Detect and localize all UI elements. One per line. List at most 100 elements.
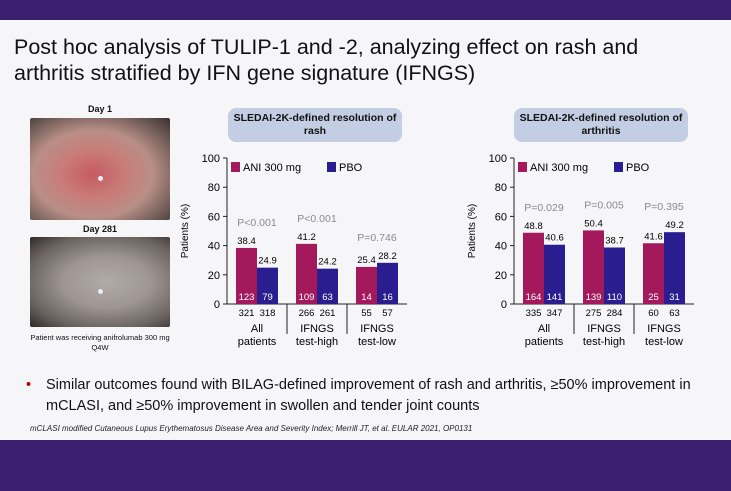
category-label: All xyxy=(538,323,550,335)
n-total-label: 60 xyxy=(648,308,659,319)
legend-label-ani: ANI 300 mg xyxy=(243,162,301,174)
category-label: patients xyxy=(238,336,277,348)
bar-responders-label: 110 xyxy=(607,292,622,303)
n-total-label: 261 xyxy=(320,308,336,319)
y-tick-label: 100 xyxy=(202,153,220,165)
y-tick-label: 20 xyxy=(495,270,507,282)
slide-background xyxy=(0,20,731,440)
p-value-label: P=0.746 xyxy=(357,232,397,244)
legend-swatch-ani xyxy=(518,162,527,172)
bottom-banner xyxy=(0,440,731,491)
category-label: IFNGS xyxy=(360,323,394,335)
chart2-title: SLEDAI-2K-defined resolution of arthriti… xyxy=(519,112,683,137)
category-label: test-high xyxy=(296,336,338,348)
n-total-label: 57 xyxy=(382,308,393,319)
bar-pbo xyxy=(377,262,398,304)
chart2-title-pill: SLEDAI-2K-defined resolution of arthriti… xyxy=(514,108,688,142)
p-value-label: P<0.001 xyxy=(237,217,277,229)
legend-swatch-pbo xyxy=(614,162,623,172)
slide-title: Post hoc analysis of TULIP-1 and -2, ana… xyxy=(14,35,639,85)
bar-pbo xyxy=(317,268,338,304)
bar-value-label: 49.2 xyxy=(665,220,684,231)
photo-day281 xyxy=(30,237,170,327)
legend-label-ani: ANI 300 mg xyxy=(530,162,588,174)
bar-pbo xyxy=(604,247,625,304)
n-total-label: 55 xyxy=(361,308,372,319)
legend-label-pbo: PBO xyxy=(626,162,650,174)
bar-ani xyxy=(643,243,664,304)
n-total-label: 266 xyxy=(299,308,315,319)
bar-responders-label: 63 xyxy=(322,292,333,303)
bar-responders-label: 109 xyxy=(299,292,315,303)
bar-value-label: 41.2 xyxy=(297,232,316,243)
bar-responders-label: 16 xyxy=(382,292,393,303)
chart1-title-pill: SLEDAI-2K-defined resolution of rash xyxy=(228,108,402,142)
arthritis-chart: Patients (%) 0 20 40 60 80 100 ANI 300 mg PBO P=0… xyxy=(467,153,694,348)
n-total-label: 284 xyxy=(607,308,623,319)
bar-ani xyxy=(296,243,317,304)
category-label: All xyxy=(251,323,263,335)
photo-day281-label: Day 281 xyxy=(82,224,118,234)
y-tick-label: 60 xyxy=(495,211,507,223)
y-tick-label: 100 xyxy=(489,153,507,165)
category-label: IFNGS xyxy=(587,323,621,335)
photo-marker xyxy=(98,289,103,294)
bar-value-label: 40.6 xyxy=(545,233,564,244)
bar-responders-label: 31 xyxy=(669,292,680,303)
y-tick-label: 40 xyxy=(495,241,507,253)
bar-responders-label: 139 xyxy=(586,292,602,303)
bar-value-label: 24.2 xyxy=(318,257,337,268)
bar-value-label: 25.4 xyxy=(357,255,376,266)
n-total-label: 335 xyxy=(526,308,542,319)
bar-value-label: 50.4 xyxy=(584,218,603,229)
bar-responders-label: 79 xyxy=(262,292,273,303)
p-value-label: P=0.395 xyxy=(644,201,684,213)
category-label: IFNGS xyxy=(647,323,681,335)
y-tick-label: 20 xyxy=(208,270,220,282)
y-tick-label: 0 xyxy=(214,299,220,311)
bar-value-label: 38.4 xyxy=(237,236,256,247)
n-total-label: 321 xyxy=(239,308,255,319)
y-tick-label: 60 xyxy=(208,211,220,223)
photo-caption: Patient was receiving anifrolumab 300 mg… xyxy=(30,333,170,352)
n-total-label: 347 xyxy=(547,308,563,319)
bar-pbo xyxy=(257,267,278,304)
bar-responders-label: 141 xyxy=(547,292,563,303)
y-tick-label: 80 xyxy=(208,182,220,194)
y-axis-label: Patients (%) xyxy=(467,204,478,258)
photo-marker xyxy=(98,176,103,181)
p-value-label: P=0.029 xyxy=(524,202,564,214)
legend-label-pbo: PBO xyxy=(339,162,363,174)
category-label: test-low xyxy=(358,336,396,348)
bar-ani xyxy=(236,247,257,304)
n-total-label: 318 xyxy=(260,308,276,319)
chart1-title: SLEDAI-2K-defined resolution of rash xyxy=(233,112,397,137)
y-tick-label: 0 xyxy=(501,299,507,311)
category-label: IFNGS xyxy=(300,323,334,335)
bar-responders-label: 25 xyxy=(648,292,659,303)
rash-chart: Patients (%) 0 20 40 60 80 100 ANI 300 mg PBO P<0… xyxy=(180,153,407,348)
photo-day1-label: Day 1 xyxy=(87,104,113,114)
y-tick-label: 40 xyxy=(208,241,220,253)
bar-pbo xyxy=(664,232,685,304)
p-value-label: P=0.005 xyxy=(584,199,624,211)
bar-value-label: 38.7 xyxy=(605,235,624,246)
bar-ani xyxy=(356,266,377,304)
bar-value-label: 28.2 xyxy=(378,251,397,262)
bar-ani xyxy=(523,232,544,304)
bullet-marker: • xyxy=(26,377,32,393)
y-axis-label: Patients (%) xyxy=(180,204,191,258)
p-value-label: P<0.001 xyxy=(297,213,337,225)
n-total-label: 275 xyxy=(586,308,602,319)
bar-responders-label: 14 xyxy=(361,292,372,303)
category-label: test-high xyxy=(583,336,625,348)
legend-swatch-ani xyxy=(231,162,240,172)
y-tick-label: 80 xyxy=(495,182,507,194)
bar-responders-label: 164 xyxy=(526,292,542,303)
bar-value-label: 41.6 xyxy=(644,231,663,242)
photo-day1 xyxy=(30,118,170,220)
bar-ani xyxy=(583,230,604,304)
bar-value-label: 48.8 xyxy=(524,221,543,232)
footnote: mCLASI modified Cutaneous Lupus Erythema… xyxy=(30,424,473,433)
bar-responders-label: 123 xyxy=(239,292,255,303)
